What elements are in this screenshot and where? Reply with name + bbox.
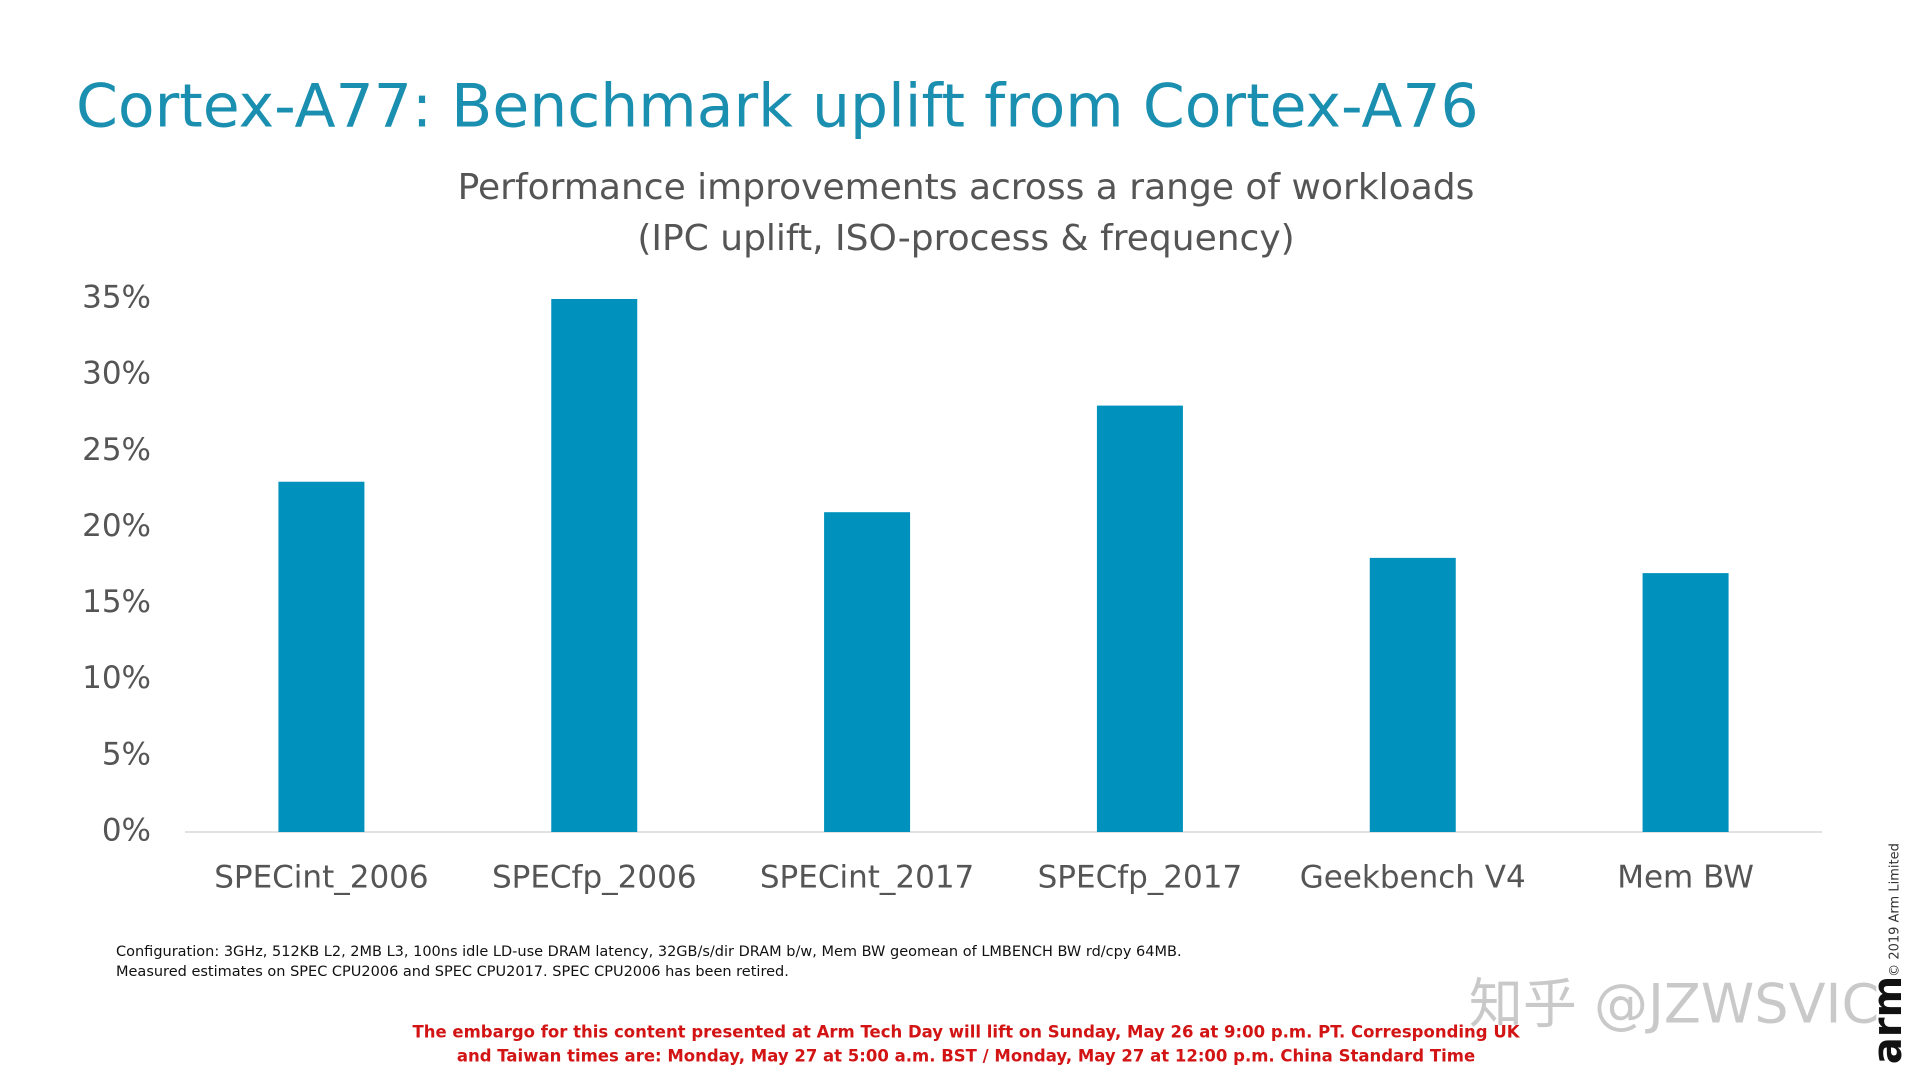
- y-tick-label: 10%: [82, 660, 151, 696]
- bar: [1096, 405, 1183, 832]
- bar: [278, 481, 365, 832]
- x-tick-label: SPECint_2017: [760, 860, 974, 896]
- logo: arm: [1865, 976, 1911, 1064]
- embargo-note: The embargo for this content presented a…: [412, 1023, 1520, 1042]
- y-tick-label: 0%: [102, 813, 151, 849]
- x-tick-label: Mem BW: [1617, 860, 1754, 896]
- y-tick-label: 20%: [82, 508, 151, 544]
- y-tick-label: 25%: [82, 432, 151, 468]
- chart-subtitle: (IPC uplift, ISO-process & frequency): [637, 218, 1294, 259]
- footnote: Configuration: 3GHz, 512KB L2, 2MB L3, 1…: [116, 944, 1182, 960]
- x-tick-label: Geekbench V4: [1300, 860, 1526, 896]
- bar: [1369, 557, 1456, 832]
- bar: [824, 512, 911, 832]
- footnote: Measured estimates on SPEC CPU2006 and S…: [116, 964, 789, 980]
- chart-subtitle: Performance improvements across a range …: [458, 167, 1475, 208]
- y-tick-label: 30%: [82, 356, 151, 392]
- copyright: © 2019 Arm Limited: [1888, 843, 1903, 977]
- y-tick-label: 35%: [82, 280, 151, 316]
- x-tick-label: SPECfp_2017: [1038, 860, 1243, 896]
- bar: [551, 299, 638, 832]
- y-tick-label: 15%: [82, 584, 151, 620]
- bar: [1642, 573, 1729, 832]
- chart-title: Cortex-A77: Benchmark uplift from Cortex…: [76, 72, 1479, 142]
- x-tick-label: SPECint_2006: [214, 860, 428, 896]
- watermark: 知乎 @JZWSVIC: [1469, 973, 1879, 1036]
- embargo-note: and Taiwan times are: Monday, May 27 at …: [457, 1047, 1475, 1066]
- x-tick-label: SPECfp_2006: [492, 860, 697, 896]
- y-tick-label: 5%: [102, 736, 151, 772]
